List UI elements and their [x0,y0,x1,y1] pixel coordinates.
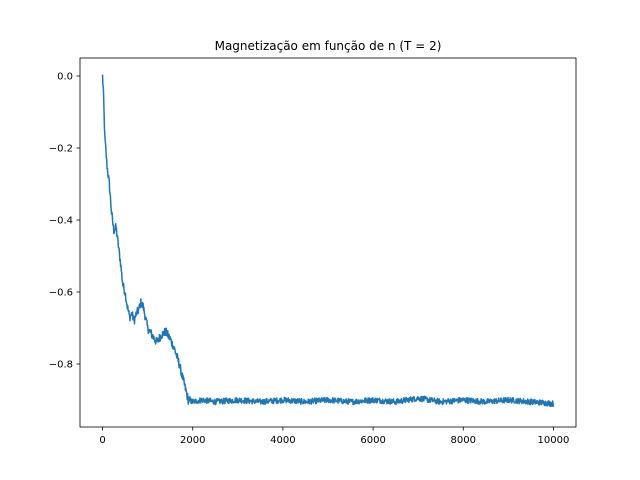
plot-frame [79,57,577,428]
series-line [101,74,555,407]
x-tick-label: 8000 [451,435,476,446]
x-tick-label: 10000 [538,435,570,446]
y-tick-label: −0.4 [49,216,73,227]
x-axis-ticks: 0 2000 4000 6000 8000 10000 [99,427,569,446]
x-tick-label: 6000 [360,435,385,446]
y-tick-label: −0.8 [49,360,73,371]
y-tick-label: −0.6 [49,288,73,299]
plot-area [80,58,576,427]
chart-title: Magnetização em função de n (T = 2) [215,39,442,53]
x-tick-label: 0 [99,435,105,446]
y-tick-label: 0.0 [57,72,73,83]
x-tick-label: 2000 [180,435,205,446]
x-tick-label: 4000 [270,435,295,446]
y-tick-label: −0.2 [49,144,73,155]
y-axis-ticks: 0.0 −0.2 −0.4 −0.6 −0.8 [49,72,80,371]
series-layer [101,74,555,407]
